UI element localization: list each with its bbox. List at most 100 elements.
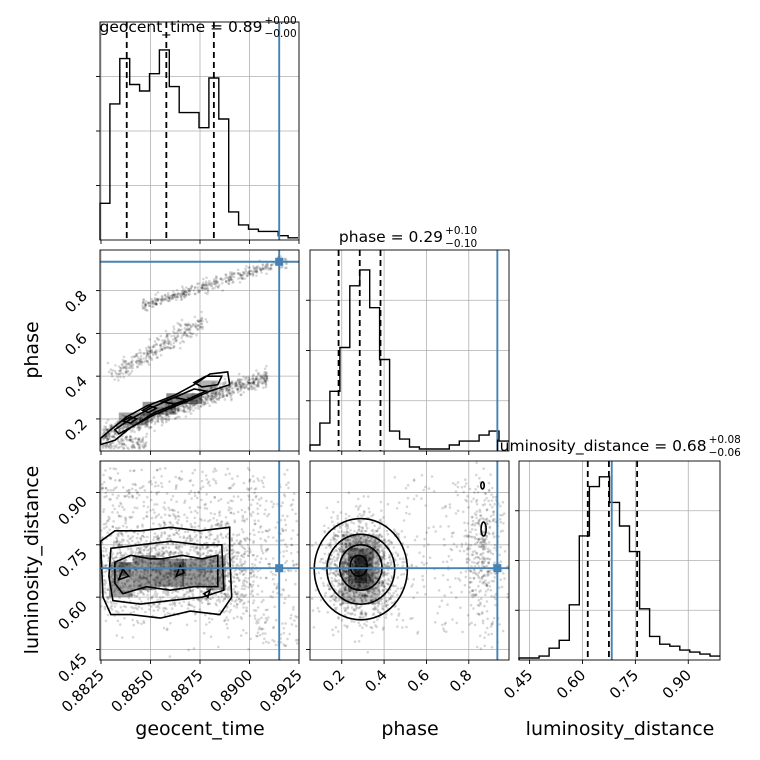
panel-time-distance-sample-point [240,617,244,620]
panel-phase-distance-sample-point [327,526,330,530]
panel-time-distance-sample-point [172,513,175,516]
panel-time-phase-sample-point [184,290,187,294]
panel-time-phase-sample-point [218,390,222,393]
panel-time-distance-sample-point [145,511,149,514]
panel-time-distance-sample-point [154,552,158,556]
panel-time-phase-sample-point [252,266,256,270]
panel-time-distance-sample-point [239,634,243,637]
panel-time-distance-sample-point [183,513,186,516]
panel-time-distance-sample-point [282,627,286,630]
panel-phase-distance-sample-point [367,507,371,510]
panel-time-distance-sample-point [161,555,165,558]
panel-time-distance-sample-point [184,539,188,543]
panel-time-phase-sample-point [226,389,230,393]
panel-time-phase-sample-point [159,302,163,306]
panel-time-distance-sample-point [126,494,129,498]
panel-time-phase-sample-point [229,272,232,276]
panel-time-phase-sample-point [280,266,283,269]
panel-time-distance-sample-point [118,479,121,482]
panel-time-phase-sample-point [208,394,211,397]
panel-time-phase-sample-point [160,299,164,303]
panel-time-phase-sample-point [230,275,234,279]
panel-time-phase-sample-point [191,392,195,396]
panel-time-phase-sample-point [189,287,193,291]
panel-time-phase-sample-point [164,298,167,301]
panel-phase-distance-sample-point [379,518,383,521]
panel-time-phase-sample-point [252,382,255,385]
panel-time-phase-sample-point [119,366,122,370]
panel-time-distance-sample-point [117,611,120,614]
panel-phase-distance-sample-point [376,618,379,621]
panel-time-distance-sample-point [222,547,226,551]
panel-time-phase-sample-point [138,416,142,419]
panel-time-phase-sample-point [259,374,262,378]
panel-time-phase-sample-point [171,346,175,350]
panel-time-distance-sample-point [264,540,268,543]
panel-phase-distance-sample-point [381,608,385,611]
panel-time-distance-sample-point [103,480,106,484]
panel-phase-distance-sample-point [329,546,333,549]
panel-time-distance-sample-point [290,613,293,617]
panel-time-phase-sample-point [167,403,171,407]
panel-time-distance-sample-point [283,597,287,601]
panel-time-phase-sample-point [188,410,191,414]
panel-time-phase-sample-point [137,426,141,429]
panel-time-distance-sample-point [154,484,157,488]
panel-time-phase-sample-point [161,339,164,342]
panel-time-distance-sample-point [175,543,178,546]
panel-time-phase-sample-point [176,409,180,413]
panel-time-phase-sample-point [168,296,171,300]
panel-phase-distance-sample-point [373,524,376,528]
panel-time-phase-sample-point [198,400,201,404]
panel-time-phase-sample-point [236,388,239,392]
panel-time-phase-sample-point [122,447,126,450]
panel-time-phase-sample-point [188,402,192,406]
panel-time-distance-sample-point [273,605,276,609]
panel-time-phase-sample-point [239,276,242,280]
panel-time-distance-sample-point [109,476,113,480]
panel-time-phase-sample-point [206,398,209,402]
panel-time-phase-sample-point [162,417,165,421]
panel-time-phase-sample-point [118,445,121,449]
panel-time-phase-sample-point [223,398,227,401]
panel-time-distance-sample-point [104,619,108,623]
panel-time-distance-sample-point [225,616,228,619]
panel-time-distance-sample-point [142,500,146,504]
panel-time-phase-sample-point [236,272,240,275]
panel-time-distance-sample-point [140,600,143,603]
panel-time-phase-sample-point [243,386,246,390]
panel-time-phase-sample-point [169,298,172,301]
panel-time-distance-sample-point [224,536,228,539]
panel-time-phase-sample-point [186,395,189,399]
panel-time-distance-sample-point [171,509,174,512]
panel-phase-distance-sample-point [401,618,405,622]
panel-time-distance-sample-point [242,546,245,549]
panel-time-distance-sample-point [245,610,248,613]
panel-time-distance-sample-point [105,563,108,567]
panel-time-distance-sample-point [251,601,255,605]
panel-time-distance-sample-point [251,589,254,592]
panel-time-phase-sample-point [196,399,199,403]
panel-time-distance-sample-point [112,489,115,492]
panel-time-distance-sample-point [235,606,239,609]
panel-time-phase-sample-point [145,420,149,423]
panel-time-distance-sample-point [191,537,194,541]
panel-time-phase-sample-point [204,284,208,287]
panel-time-distance-sample-point [117,542,120,546]
panel-time-distance-sample-point [274,643,278,647]
panel-time-distance-sample-point [184,530,187,534]
panel-time-distance-sample-point [204,613,207,617]
panel-time-phase-sample-point [238,273,241,276]
panel-time-distance-sample-point [182,600,186,603]
panel-time-phase-sample-point [153,345,156,349]
panel-time-phase-sample-point [228,392,232,396]
panel-time-phase-sample-point [119,426,123,430]
panel-time-phase-sample-point [159,418,163,421]
panel-time-distance-sample-point [252,599,256,602]
panel-time-phase-sample-point [165,413,169,416]
panel-time-phase-sample-point [249,382,252,385]
panel-time-phase-sample-point [259,374,262,378]
panel-time-phase-sample-point [247,271,251,275]
panel-time-phase-sample-point [239,383,242,387]
panel-time-distance-sample-point [256,569,260,573]
